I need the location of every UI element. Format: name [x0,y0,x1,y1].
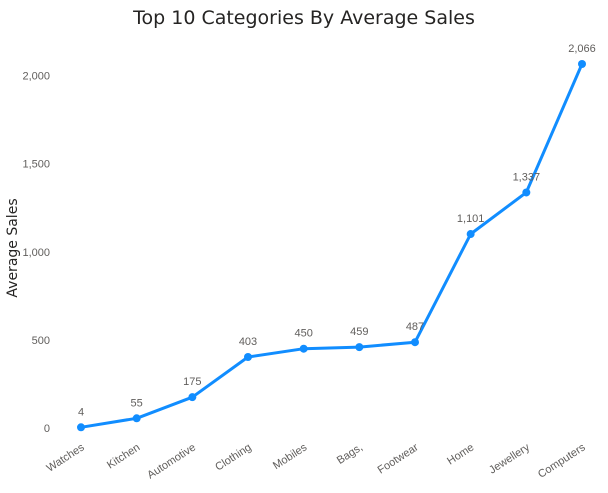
x-tick-label: Kitchen [105,441,142,471]
data-point[interactable] [522,188,531,197]
x-tick-label: Clothing [213,441,253,473]
series-line [79,62,584,429]
data-label: 1,337 [513,171,541,183]
y-tick-label: 0 [44,423,50,435]
data-point[interactable] [411,338,419,347]
data-label: 4 [78,406,84,418]
data-point[interactable] [188,393,197,402]
data-point[interactable] [578,60,586,68]
y-axis-title: Average Sales [5,198,21,297]
x-tick-label: Watches [45,441,88,474]
data-point[interactable] [132,414,141,423]
data-labels: 4 55 175 403 450 459 487 1,101 1,337 2,066 [78,43,596,418]
data-points [77,60,586,432]
data-label: 1,101 [457,213,485,225]
data-label: 2,066 [568,43,596,55]
y-tick-label: 500 [32,335,50,347]
x-axis: Watches Kitchen Automotive Clothing Mobiles B… [45,441,589,481]
data-point[interactable] [299,344,308,353]
data-point[interactable] [355,343,364,352]
data-label: 487 [406,321,424,333]
chart-title: Top 10 Categories By Average Sales [132,7,475,29]
y-tick-label: 2,000 [22,71,50,83]
x-tick-label: Computers [536,441,588,481]
data-label: 403 [239,336,257,348]
data-label: 175 [183,376,201,388]
x-tick-label: Bags, [335,441,365,466]
data-point[interactable] [77,423,85,432]
data-label: 459 [350,326,368,338]
data-label: 55 [131,397,143,409]
y-tick-label: 1,000 [22,247,50,259]
x-tick-label: Mobiles [271,441,310,472]
x-tick-label: Automotive [145,441,198,481]
x-tick-label: Jewellery [487,441,532,476]
y-axis: 0 500 1,000 1,500 2,000 [22,71,50,435]
y-tick-label: 1,500 [22,159,50,171]
data-label: 450 [294,328,312,340]
data-point[interactable] [466,230,475,239]
x-tick-label: Footwear [376,441,421,476]
data-point[interactable] [244,352,252,361]
x-tick-label: Home [445,441,476,467]
